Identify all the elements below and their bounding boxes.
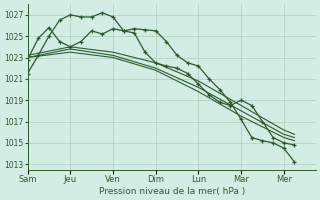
X-axis label: Pression niveau de la mer( hPa ): Pression niveau de la mer( hPa ) [99, 187, 245, 196]
